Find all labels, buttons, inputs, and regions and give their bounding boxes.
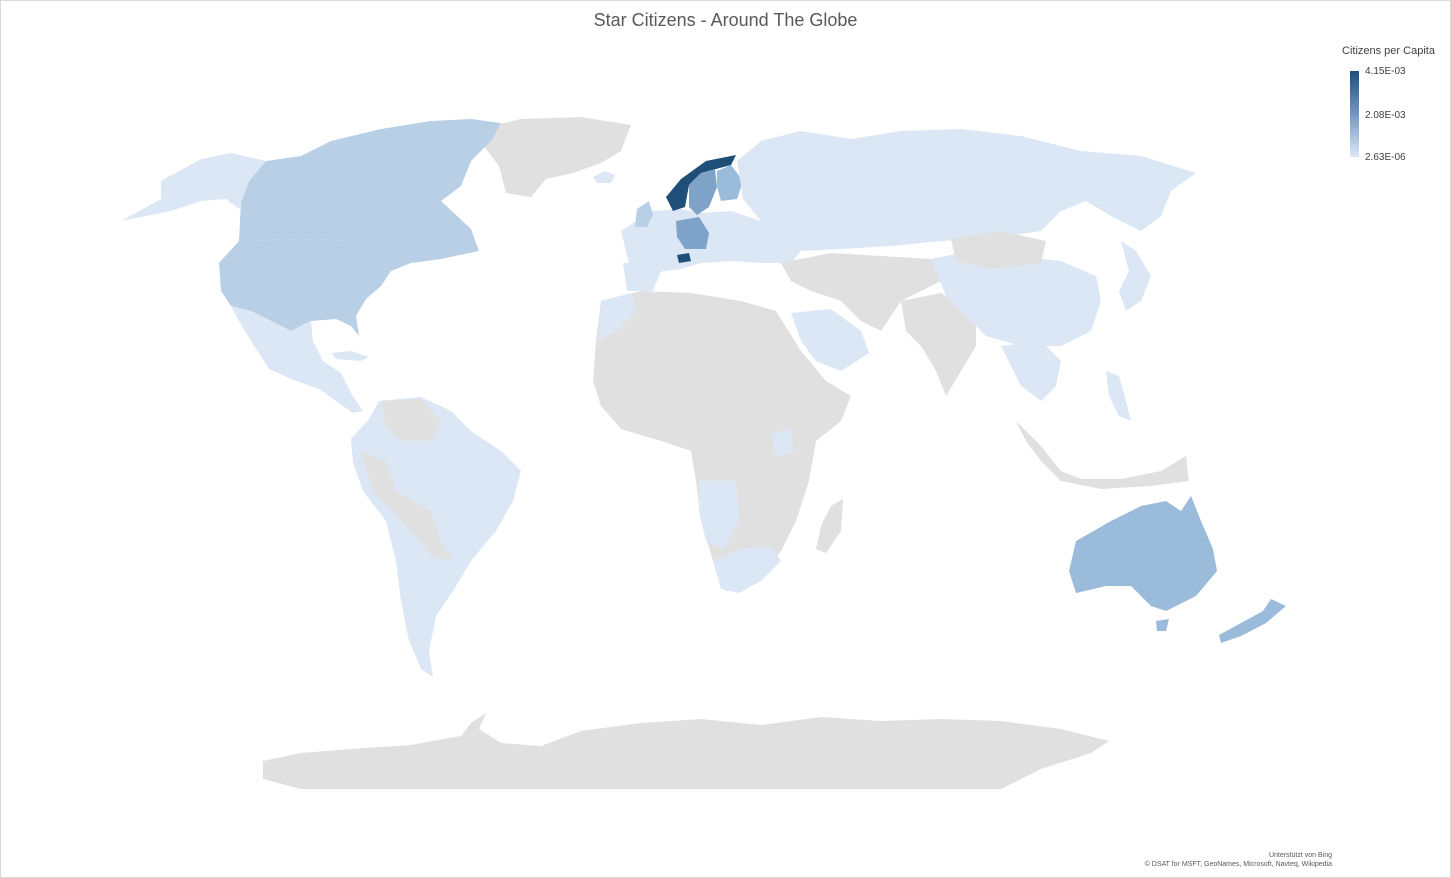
region-alaska bbox=[121, 153, 266, 221]
region-south-africa bbox=[713, 546, 781, 593]
region-iceland bbox=[593, 171, 615, 183]
region-usa bbox=[219, 239, 391, 336]
region-southeast-asia bbox=[1001, 341, 1061, 401]
region-caribbean bbox=[331, 351, 369, 361]
region-switzerland bbox=[677, 253, 691, 263]
region-philippines bbox=[1106, 371, 1131, 421]
region-angola-namibia bbox=[699, 481, 739, 549]
map-attribution: Unterstützt von Bing © DSAT for MSFT, Ge… bbox=[1145, 851, 1332, 869]
region-madagascar bbox=[816, 499, 843, 553]
region-saudi-arabia bbox=[791, 309, 869, 371]
region-mongolia bbox=[951, 231, 1046, 269]
region-japan bbox=[1119, 241, 1151, 311]
region-germany bbox=[676, 217, 709, 249]
legend-min-label: 2.63E-06 bbox=[1365, 152, 1406, 163]
attribution-line-2: © DSAT for MSFT, GeoNames, Microsoft, Na… bbox=[1144, 861, 1332, 868]
region-india bbox=[901, 293, 976, 396]
legend-title: Citizens per Capita bbox=[1342, 45, 1435, 57]
legend-gradient-bar bbox=[1350, 71, 1359, 157]
region-antarctica bbox=[263, 713, 1109, 789]
chart-title: Star Citizens - Around The Globe bbox=[593, 10, 858, 30]
region-tasmania bbox=[1156, 619, 1169, 631]
legend-mid-label: 2.08E-03 bbox=[1365, 110, 1406, 121]
region-france bbox=[651, 237, 681, 265]
region-new-zealand bbox=[1219, 599, 1286, 643]
attribution-line-1: Unterstützt von Bing bbox=[1268, 852, 1332, 859]
legend-max-label: 4.15E-03 bbox=[1365, 66, 1406, 77]
region-finland bbox=[717, 165, 743, 201]
region-greenland bbox=[479, 117, 631, 197]
region-middle-east bbox=[781, 253, 951, 331]
region-uk bbox=[635, 201, 653, 227]
region-mexico bbox=[231, 306, 363, 413]
region-morocco bbox=[599, 293, 637, 341]
region-south-america-nodata bbox=[361, 399, 453, 561]
region-australia bbox=[1069, 496, 1217, 611]
region-kenya bbox=[771, 429, 793, 456]
region-iberia bbox=[623, 263, 661, 291]
region-china bbox=[931, 251, 1101, 346]
region-africa bbox=[593, 291, 851, 591]
region-indonesia bbox=[1016, 421, 1189, 489]
region-sweden bbox=[689, 169, 717, 215]
region-canada bbox=[239, 119, 501, 271]
region-norway bbox=[666, 155, 736, 211]
region-russia bbox=[737, 129, 1196, 251]
